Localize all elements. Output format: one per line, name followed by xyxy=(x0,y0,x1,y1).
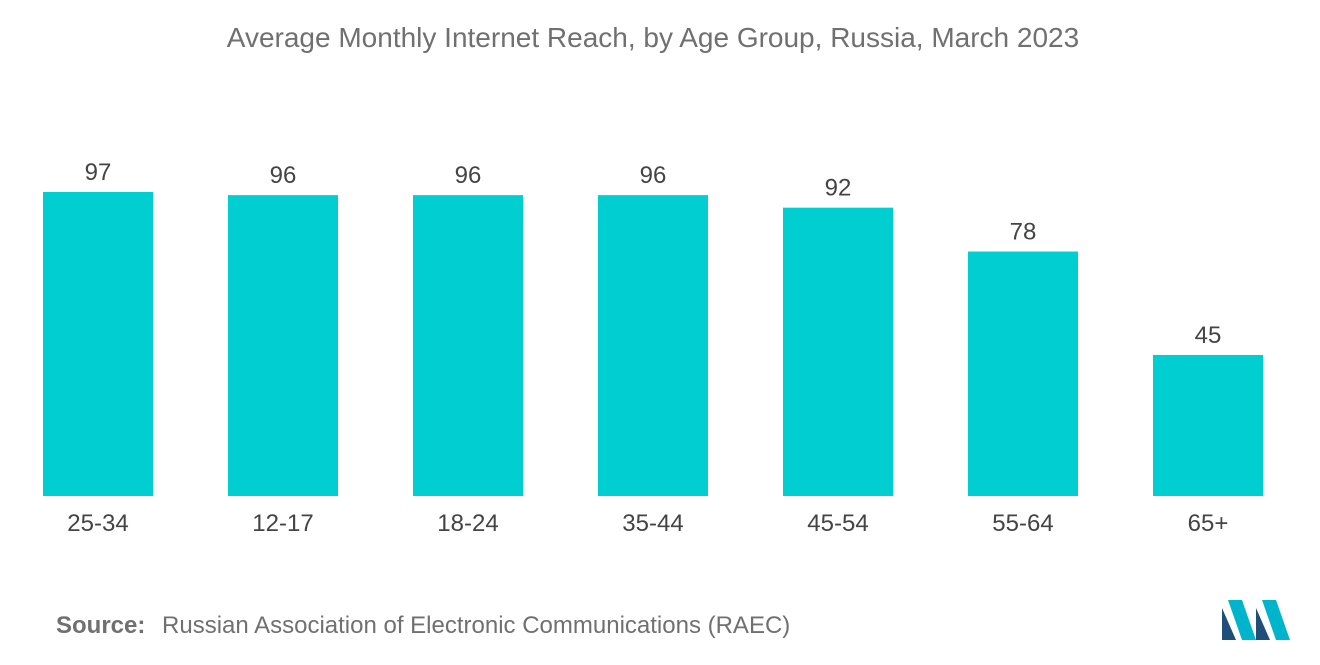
data-label-45-54: 92 xyxy=(825,175,852,202)
data-label-25-34: 97 xyxy=(85,159,112,186)
data-label-12-17: 96 xyxy=(270,162,297,189)
source-text: Russian Association of Electronic Commun… xyxy=(162,612,791,639)
source-note: Source: Russian Association of Electroni… xyxy=(56,612,790,640)
bar-65+ xyxy=(1153,354,1263,496)
bar-55-64 xyxy=(968,251,1078,496)
source-label: Source: xyxy=(56,612,146,639)
x-tick-label-55-64: 55-64 xyxy=(992,510,1053,537)
bar-25-34 xyxy=(43,192,153,496)
x-tick-label-35-44: 35-44 xyxy=(622,510,683,537)
data-label-18-24: 96 xyxy=(455,162,482,189)
x-tick-label-18-24: 18-24 xyxy=(437,510,498,537)
x-tick-label-25-34: 25-34 xyxy=(67,510,128,537)
data-label-65+: 45 xyxy=(1195,322,1222,349)
chart-title: Average Monthly Internet Reach, by Age G… xyxy=(226,22,1080,53)
mordor-intelligence-logo xyxy=(1222,600,1290,640)
bar-18-24 xyxy=(413,195,523,496)
x-tick-label-12-17: 12-17 xyxy=(252,510,313,537)
x-tick-label-45-54: 45-54 xyxy=(807,510,868,537)
x-tick-label-65+: 65+ xyxy=(1188,510,1229,537)
bar-12-17 xyxy=(228,195,338,496)
data-label-35-44: 96 xyxy=(640,162,667,189)
bar-45-54 xyxy=(783,207,893,496)
data-label-55-64: 78 xyxy=(1010,219,1037,246)
bar-35-44 xyxy=(598,195,708,496)
